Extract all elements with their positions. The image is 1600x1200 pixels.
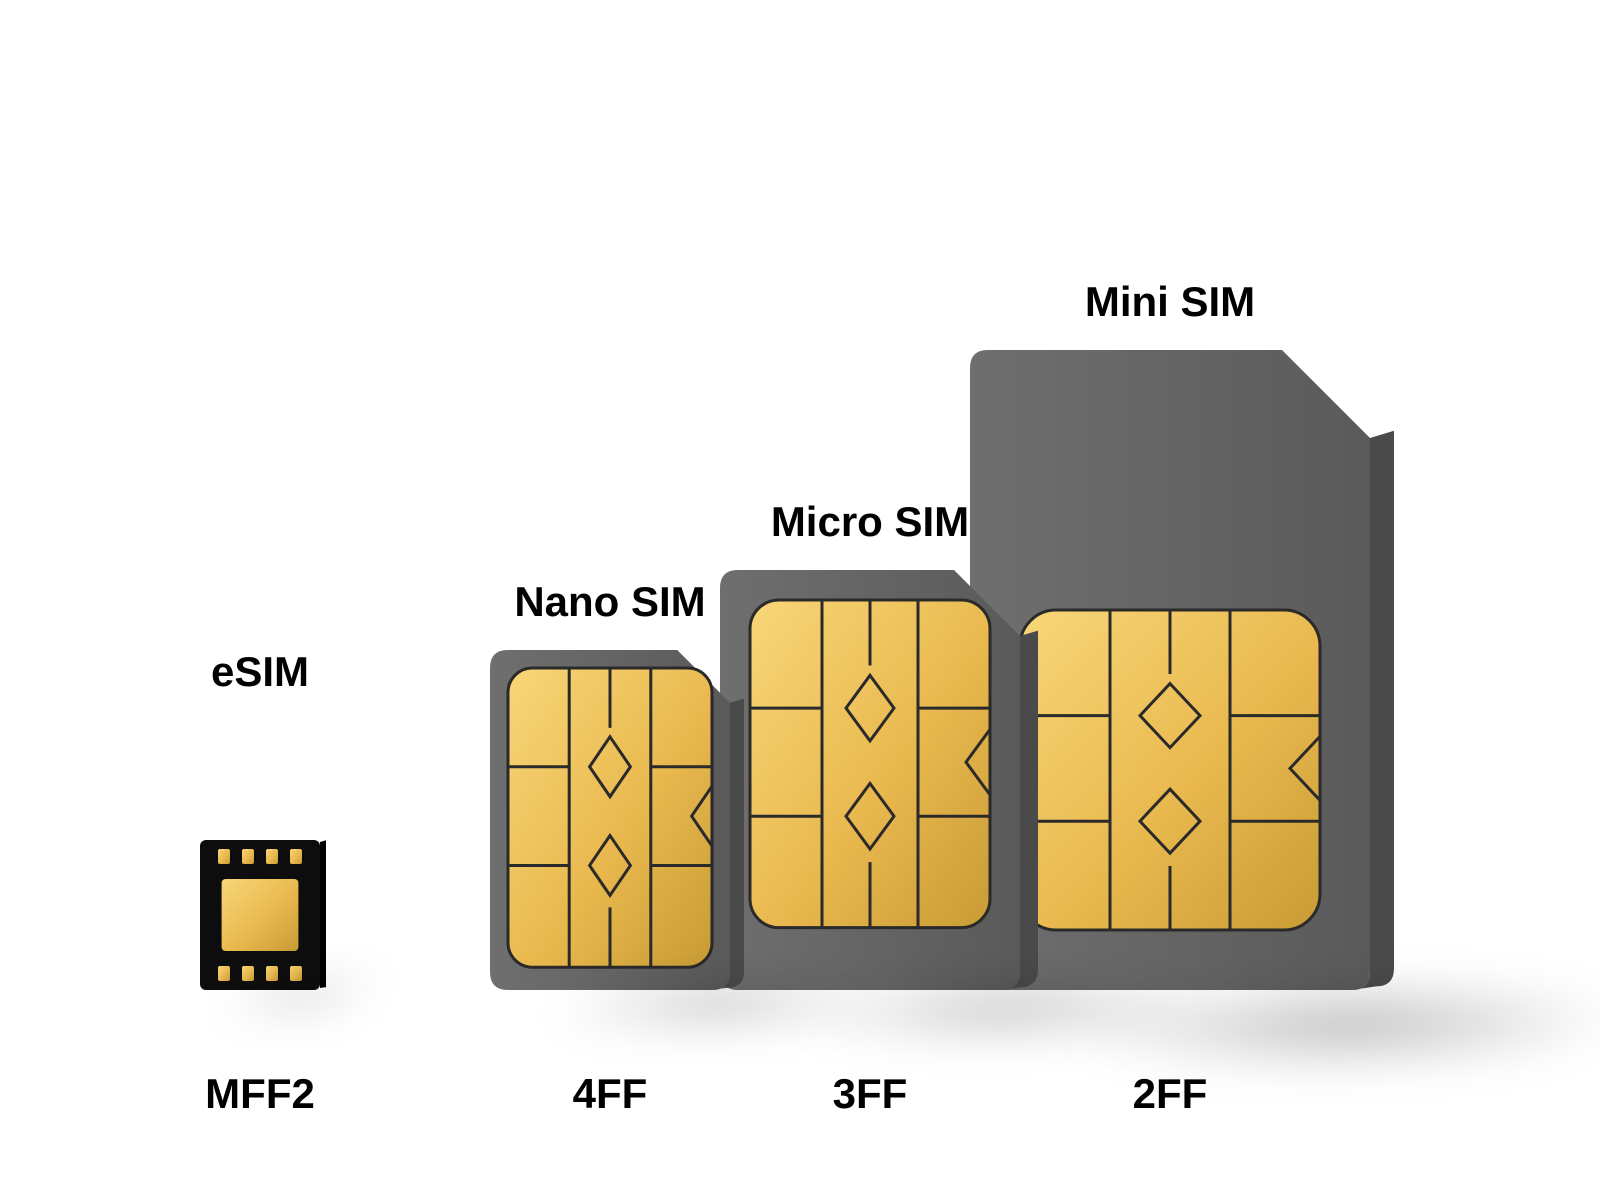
- mini-bottom-label: 2FF: [1133, 1070, 1208, 1118]
- mini-top-label: Mini SIM: [1085, 278, 1255, 326]
- micro-sim-card: [720, 570, 1038, 995]
- esim-bottom-label: MFF2: [205, 1070, 315, 1118]
- micro-bottom-label: 3FF: [833, 1070, 908, 1118]
- sim-size-comparison-diagram: eSIM MFF2 Nano SIM 4FF Micro SIM 3FF Mini SIM 2…: [0, 0, 1600, 1200]
- micro-top-label: Micro SIM: [771, 498, 969, 546]
- esim-chip: [200, 840, 326, 992]
- esim-top-label: eSIM: [211, 648, 309, 696]
- card-shadow: [219, 982, 385, 1010]
- nano-top-label: Nano SIM: [514, 578, 705, 626]
- nano-bottom-label: 4FF: [573, 1070, 648, 1118]
- nano-sim-card: [490, 650, 744, 994]
